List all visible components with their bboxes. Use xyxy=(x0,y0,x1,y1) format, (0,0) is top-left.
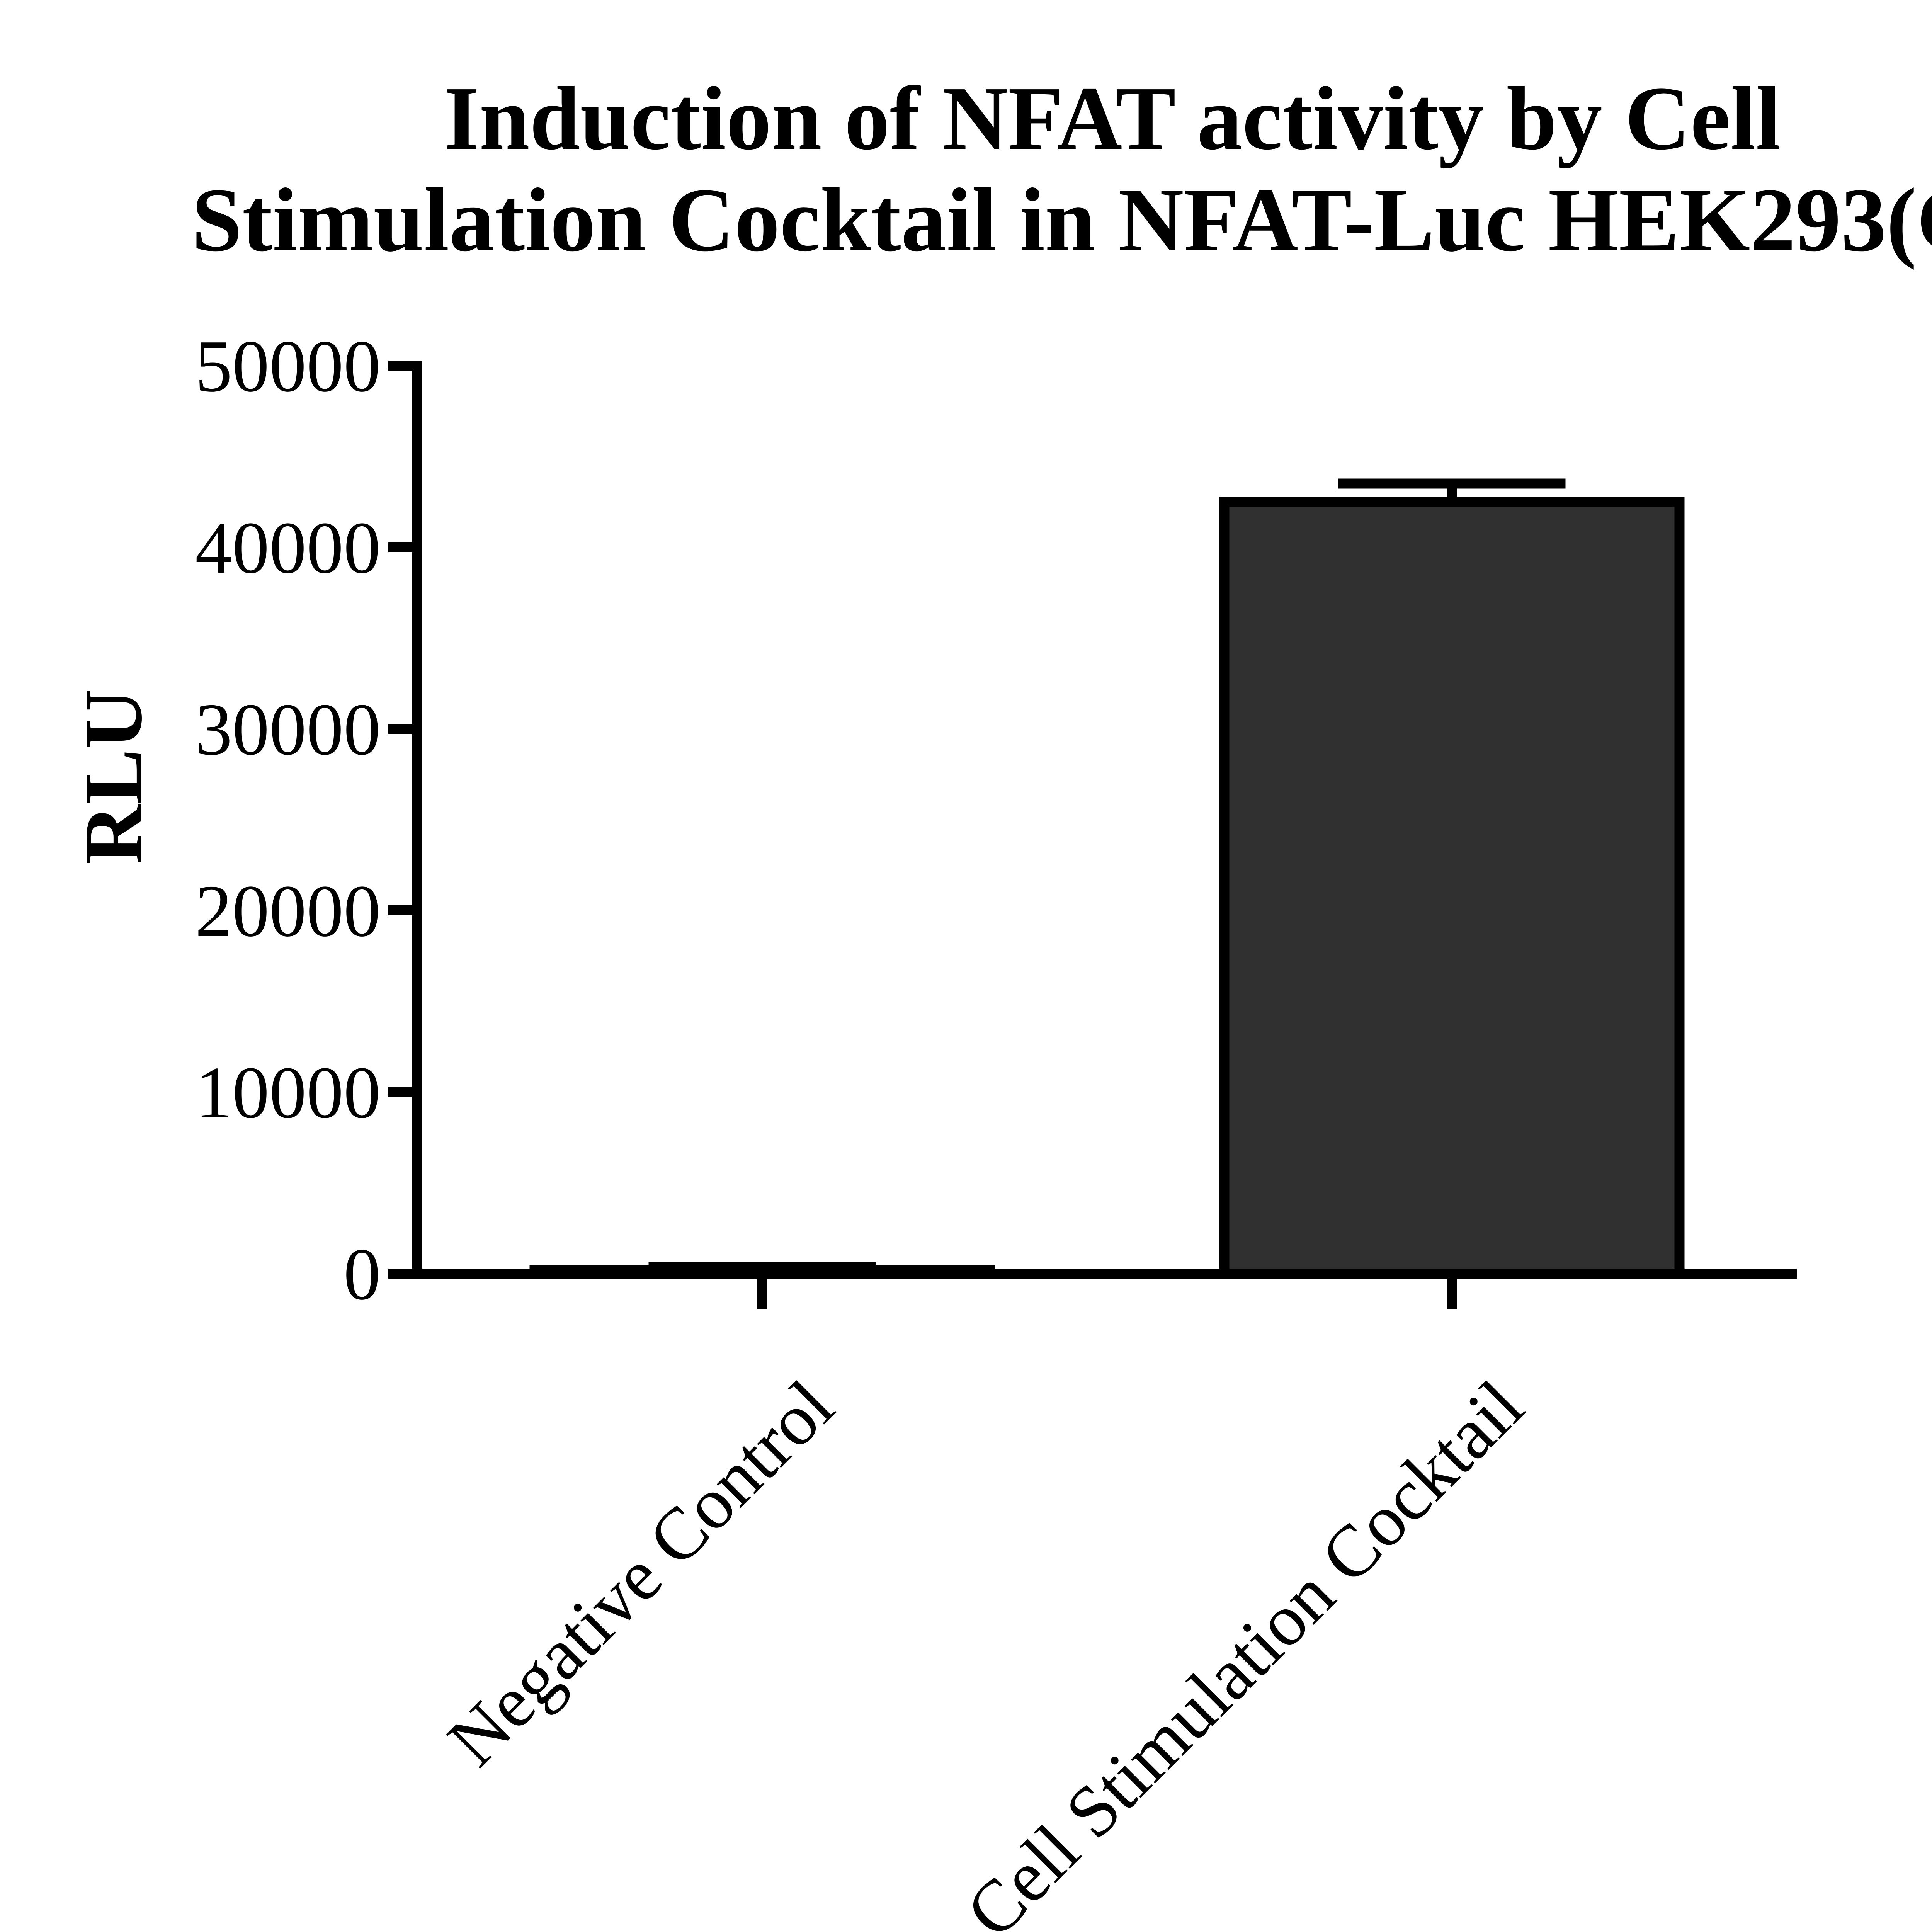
bars xyxy=(529,497,1685,1279)
y-axis-ticks xyxy=(388,361,412,1279)
bar-1 xyxy=(1219,497,1685,1279)
y-axis-tick-labels: 0 10000 20000 30000 40000 50000 xyxy=(195,325,381,1315)
x-axis-ticks xyxy=(757,1279,1457,1309)
y-tick-label-10000: 10000 xyxy=(195,1051,381,1134)
y-tick-label-50000: 50000 xyxy=(195,325,381,407)
y-tick-label-0: 0 xyxy=(344,1233,381,1315)
y-tick-label-20000: 20000 xyxy=(195,870,381,952)
y-axis-label: RLU xyxy=(67,689,159,864)
axes-lines xyxy=(412,361,1797,1279)
chart-title-line2: Stimulation Cocktail in NFAT-Luc HEK293(… xyxy=(192,170,1932,270)
y-tick-label-40000: 40000 xyxy=(195,507,381,589)
y-tick-label-30000: 30000 xyxy=(195,688,381,770)
chart-title-line1: Induction of NFAT activity by Cell xyxy=(444,68,1781,168)
